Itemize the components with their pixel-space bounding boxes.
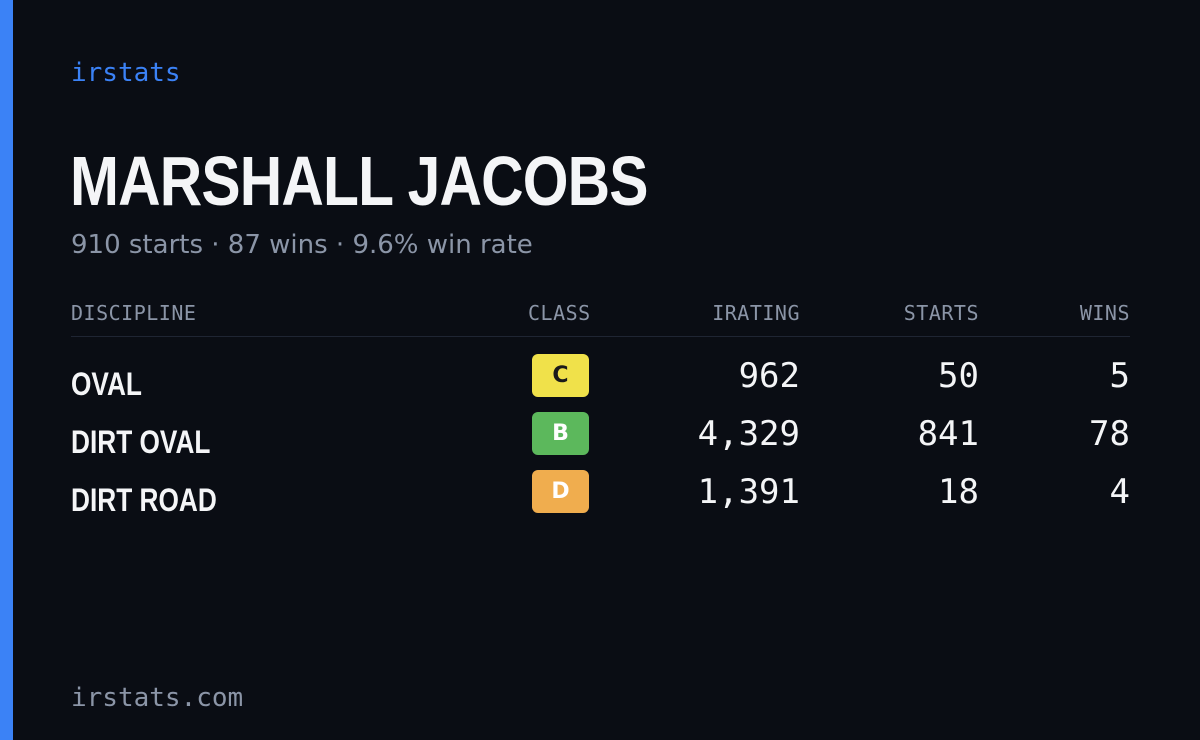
accent-bar <box>0 0 13 740</box>
table-row: OVAL C 962 50 5 <box>71 354 1130 412</box>
header-class: CLASS <box>528 301 591 325</box>
stats-table: DISCIPLINE CLASS IRATING STARTS WINS OVA… <box>71 296 1130 528</box>
table-body: OVAL C 962 50 5 DIRT OVAL B 4,329 841 78… <box>71 354 1130 528</box>
table-header: DISCIPLINE CLASS IRATING STARTS WINS <box>71 296 1130 337</box>
wins-value: 4 <box>1109 472 1130 512</box>
discipline-name: DIRT OVAL <box>71 424 211 460</box>
irating-value: 1,391 <box>697 472 800 512</box>
class-badge: B <box>532 412 589 455</box>
header-starts: STARTS <box>903 301 979 325</box>
footer-url[interactable]: irstats.com <box>71 683 244 713</box>
discipline-name: OVAL <box>71 366 142 402</box>
table-row: DIRT OVAL B 4,329 841 78 <box>71 412 1130 470</box>
wins-value: 78 <box>1089 414 1130 454</box>
irating-value: 4,329 <box>697 414 800 454</box>
class-badge: D <box>532 470 589 513</box>
class-badge: C <box>532 354 589 397</box>
starts-value: 18 <box>938 472 979 512</box>
irating-value: 962 <box>738 356 800 396</box>
header-wins: WINS <box>1079 301 1130 325</box>
discipline-name: DIRT ROAD <box>71 482 217 518</box>
starts-value: 50 <box>938 356 979 396</box>
wins-value: 5 <box>1109 356 1130 396</box>
header-irating: IRATING <box>712 301 800 325</box>
driver-summary: 910 starts · 87 wins · 9.6% win rate <box>71 230 533 260</box>
driver-name: MARSHALL JACOBS <box>70 142 648 220</box>
brand-logo[interactable]: irstats <box>71 58 181 88</box>
starts-value: 841 <box>917 414 979 454</box>
header-discipline: DISCIPLINE <box>71 301 197 325</box>
table-row: DIRT ROAD D 1,391 18 4 <box>71 470 1130 528</box>
